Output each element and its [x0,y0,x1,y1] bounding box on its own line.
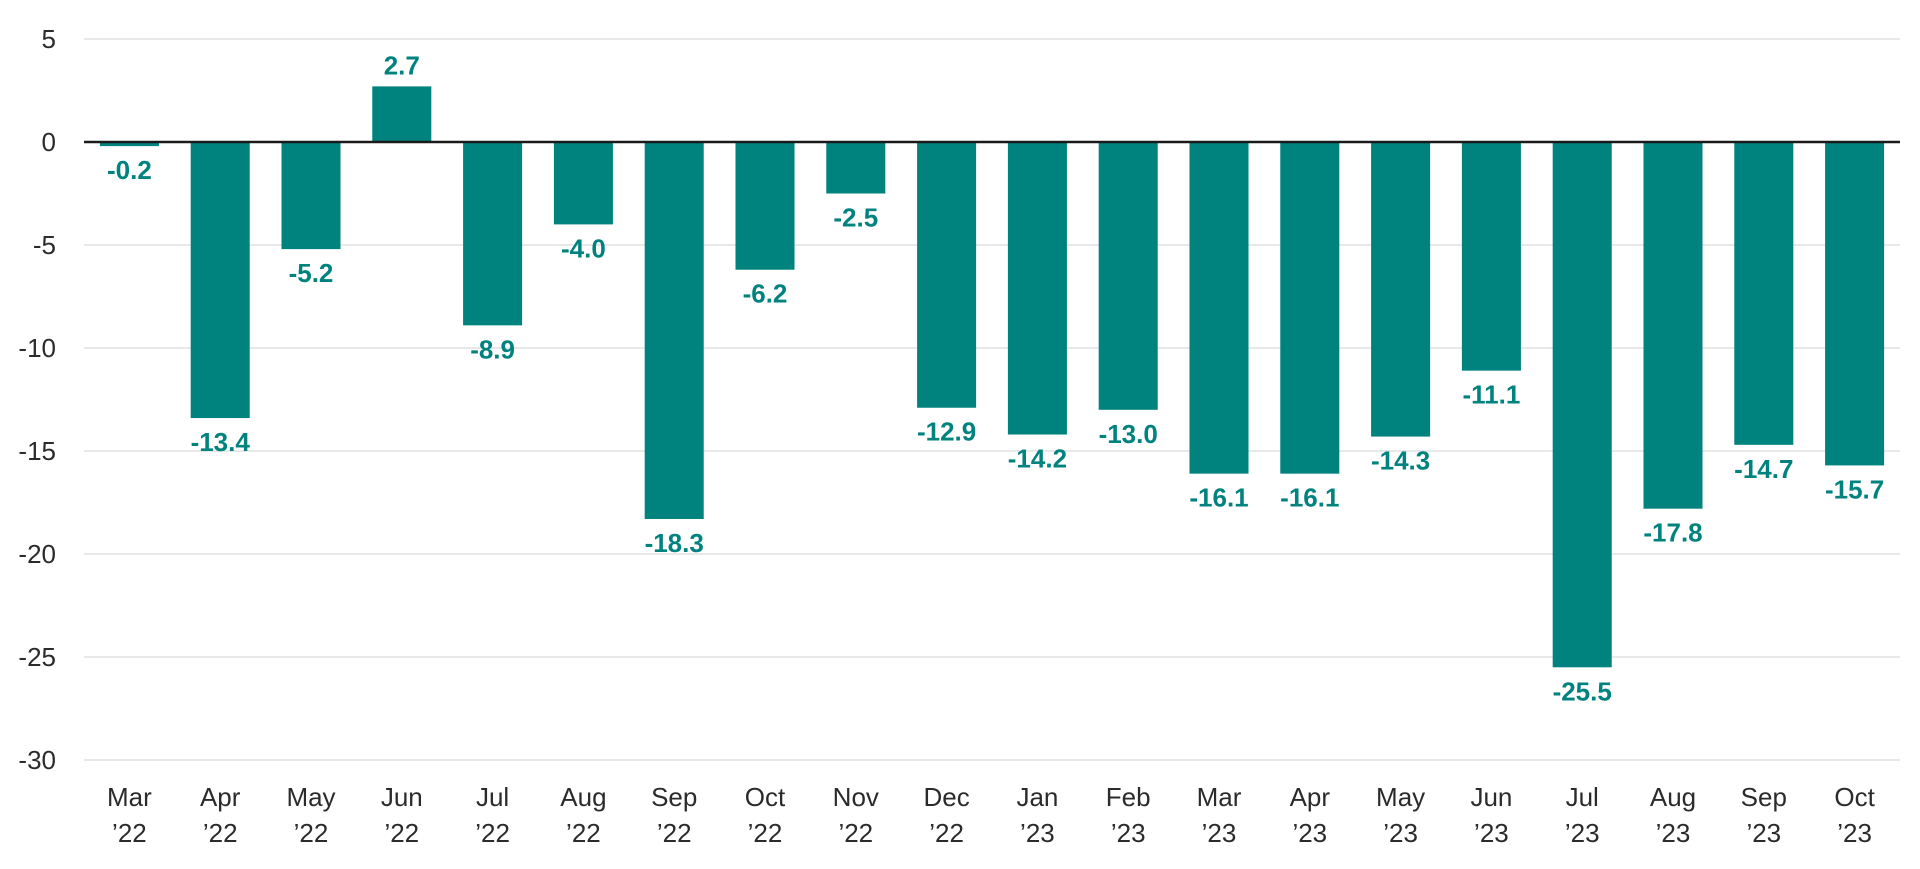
x-tick-year: ’22 [112,818,147,848]
x-tick-year: ’23 [1292,818,1327,848]
x-tick-month: Feb [1106,782,1151,812]
data-label: -8.9 [470,334,515,364]
x-tick-month: Aug [1650,782,1696,812]
y-tick-label: -25 [18,642,56,672]
data-labels: -0.2 -13.4 -5.2 2.7 -8.9 -4.0 -18.3 -6.2 -2.5 -12… [107,50,1884,706]
bar [1643,142,1703,509]
bar [1552,142,1612,668]
bar [1189,142,1249,474]
x-tick-month: Jul [1566,782,1599,812]
x-tick-year: ’22 [294,818,329,848]
bar [1461,142,1521,371]
data-label: -12.9 [917,417,976,447]
x-tick-month: Aug [560,782,606,812]
bar [1007,142,1067,435]
data-label: -6.2 [743,279,788,309]
x-tick-year: ’23 [1202,818,1237,848]
bar [1098,142,1158,410]
x-tick-year: ’22 [929,818,964,848]
x-tick-year: ’22 [203,818,238,848]
bar [190,142,250,419]
data-label: -16.1 [1280,483,1339,513]
y-tick-label: -5 [33,230,56,260]
data-label: -18.3 [645,528,704,558]
bar [826,142,886,194]
x-tick-year: ’22 [475,818,510,848]
data-label: -13.0 [1099,419,1158,449]
x-tick-month: Apr [200,782,241,812]
x-tick-month: Oct [745,782,786,812]
bar [644,142,704,519]
bar [1371,142,1431,437]
data-label: -4.0 [561,233,606,263]
bar [1825,142,1885,466]
x-tick-month: May [1376,782,1425,812]
x-tick-month: Sep [651,782,697,812]
data-label: -11.1 [1462,380,1520,410]
x-tick-year: ’22 [748,818,783,848]
x-tick-month: Apr [1290,782,1331,812]
x-tick-month: Jan [1016,782,1058,812]
y-tick-label: 0 [42,127,56,157]
data-label: -25.5 [1553,676,1612,706]
bar [1280,142,1340,474]
bar [735,142,795,270]
bar [917,142,977,408]
bar [372,86,432,142]
x-tick-year: ’23 [1565,818,1600,848]
x-tick-month: Oct [1834,782,1875,812]
x-tick-year: ’22 [657,818,692,848]
x-tick-year: ’23 [1746,818,1781,848]
x-tick-year: ’23 [1656,818,1691,848]
x-tick-year: ’23 [1383,818,1418,848]
x-tick-month: May [286,782,335,812]
x-tick-month: Sep [1741,782,1787,812]
bar [281,142,341,250]
bar [1734,142,1794,445]
data-label: -2.5 [833,203,878,233]
x-tick-month: Mar [1197,782,1242,812]
data-label: -17.8 [1643,518,1702,548]
bar [99,142,159,147]
bars [99,86,1885,668]
data-label: -14.2 [1008,444,1067,474]
x-tick-month: Nov [833,782,879,812]
gridlines [84,38,1900,761]
x-tick-month: Jun [381,782,423,812]
x-tick-year: ’22 [384,818,419,848]
x-tick-month: Dec [923,782,969,812]
data-label: -14.7 [1734,454,1793,484]
y-axis-ticks: 5 0 -5 -10 -15 -20 -25 -30 [18,24,56,775]
x-tick-month: Jun [1470,782,1512,812]
data-label: -15.7 [1825,474,1884,504]
y-tick-label: -30 [18,745,56,775]
x-tick-year: ’23 [1837,818,1872,848]
data-label: -0.2 [107,155,152,185]
x-axis-ticks: Mar ’22 Apr ’22 May ’22 Jun ’22 Jul ’22 Aug ’22 Sep ’… [107,782,1876,848]
x-tick-month: Jul [476,782,509,812]
x-tick-year: ’23 [1020,818,1055,848]
bar [463,142,523,326]
x-tick-year: ’22 [838,818,873,848]
data-label: -13.4 [191,427,251,457]
y-tick-label: -15 [18,436,56,466]
x-tick-year: ’23 [1111,818,1146,848]
data-label: -16.1 [1189,483,1248,513]
y-tick-label: 5 [42,24,56,54]
x-tick-year: ’22 [566,818,601,848]
data-label: -5.2 [289,258,334,288]
y-tick-label: -20 [18,539,56,569]
bar [553,142,613,225]
data-label: 2.7 [384,50,420,80]
x-tick-year: ’23 [1474,818,1509,848]
x-tick-month: Mar [107,782,152,812]
data-label: -14.3 [1371,446,1430,476]
y-tick-label: -10 [18,333,56,363]
